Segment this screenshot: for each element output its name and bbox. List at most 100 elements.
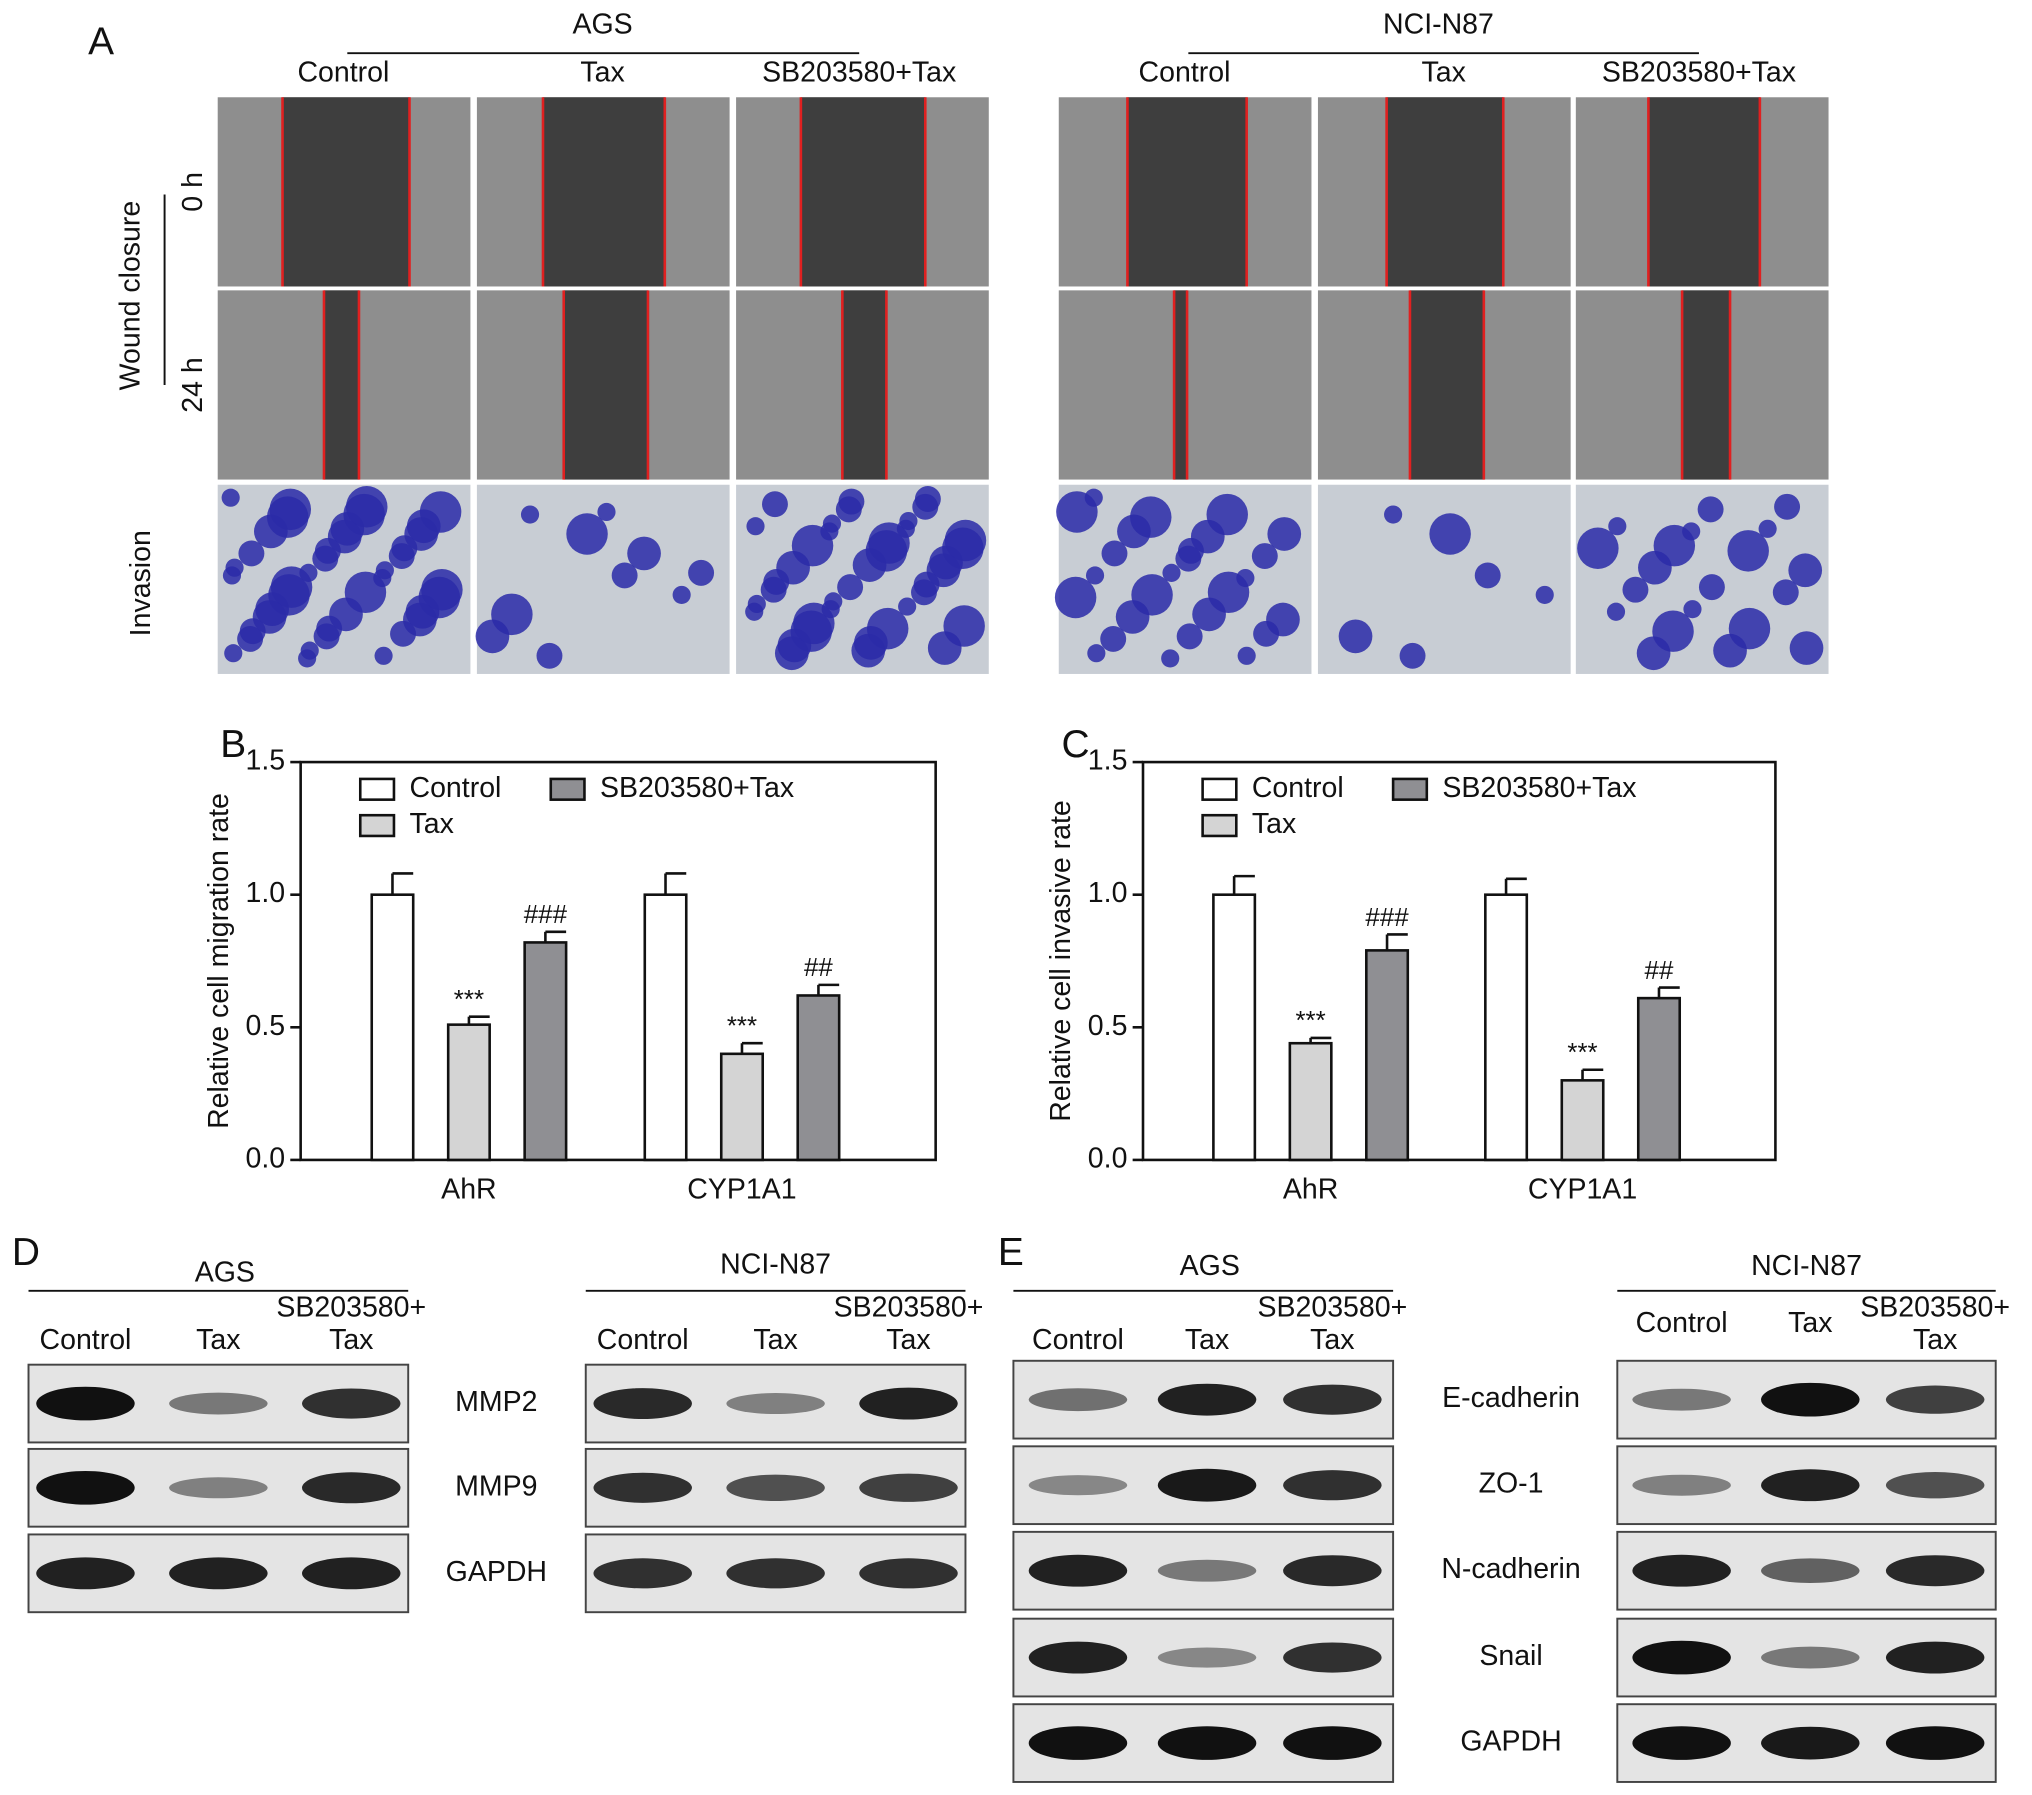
x-tick-label: AhR xyxy=(441,1174,496,1206)
blot-band xyxy=(169,1557,268,1590)
blot-band xyxy=(1283,1555,1382,1587)
stained-cell xyxy=(1054,576,1097,619)
stained-cell xyxy=(1161,649,1180,668)
stained-cell xyxy=(238,540,265,567)
lane-label: Tax xyxy=(1913,1324,1957,1356)
stained-cell xyxy=(763,568,790,595)
row-label: Invasion xyxy=(125,530,157,636)
stained-cell xyxy=(1056,491,1098,533)
bar xyxy=(643,893,688,1162)
panel-label: D xyxy=(12,1231,40,1274)
wound-gap xyxy=(282,97,410,287)
stained-cell xyxy=(536,642,563,669)
stained-cell xyxy=(1237,646,1256,665)
protein-label: GAPDH xyxy=(446,1556,547,1588)
protein-label: GAPDH xyxy=(1460,1726,1561,1758)
legend-label: SB203580+Tax xyxy=(1442,772,1636,804)
stained-cell xyxy=(899,511,918,531)
stained-cell xyxy=(1399,642,1426,669)
blot-band xyxy=(859,1473,958,1502)
blot-band xyxy=(859,1387,958,1420)
protein-label: MMP2 xyxy=(455,1386,537,1418)
y-axis-label: Relative cell invasive rate xyxy=(1045,800,1077,1122)
y-tick-label: 1.0 xyxy=(245,877,285,909)
stained-cell xyxy=(406,509,441,544)
group-title: NCI-N87 xyxy=(1383,9,1494,41)
stained-cell xyxy=(1176,623,1203,650)
significance: *** xyxy=(1567,1039,1597,1067)
stained-cell xyxy=(1697,496,1724,523)
y-tick-label: 1.5 xyxy=(245,745,285,777)
stained-cell xyxy=(1728,607,1771,650)
blot-band xyxy=(1028,1475,1128,1496)
significance: *** xyxy=(727,1013,757,1041)
stained-cell xyxy=(1162,563,1181,582)
blot-band xyxy=(1283,1642,1382,1673)
blot-band xyxy=(1761,1558,1860,1584)
y-tick-label: 1.0 xyxy=(1088,877,1128,909)
blot-band xyxy=(1157,1468,1257,1502)
blot-band xyxy=(593,1388,692,1420)
stained-cell xyxy=(1535,585,1554,604)
stained-cell xyxy=(314,537,341,564)
lane-label: Tax xyxy=(886,1324,930,1356)
blot-band xyxy=(726,1558,825,1589)
stained-cell xyxy=(914,486,941,512)
wound-gap xyxy=(800,97,926,287)
significance: ### xyxy=(524,901,568,929)
legend-label: Control xyxy=(1252,772,1344,804)
stained-cell xyxy=(1101,540,1128,567)
plot-frame xyxy=(1141,760,1777,1162)
protein-label: E-cadherin xyxy=(1442,1382,1580,1414)
stained-cell xyxy=(1683,600,1702,619)
stained-cell xyxy=(1788,553,1823,588)
stained-cell xyxy=(1207,571,1250,614)
bar xyxy=(1484,893,1529,1162)
blot-band xyxy=(302,1472,401,1504)
wound-gap xyxy=(323,290,359,480)
bar xyxy=(370,893,415,1162)
lane-label: SB203580+ xyxy=(276,1291,426,1323)
blot-band xyxy=(1028,1388,1128,1412)
lane-label: Tax xyxy=(753,1324,797,1356)
stained-cell xyxy=(822,514,842,533)
row-label: 0 h xyxy=(177,172,209,212)
stained-cell xyxy=(627,536,661,571)
column-label: Tax xyxy=(1421,56,1465,88)
stained-cell xyxy=(1622,576,1649,603)
bar xyxy=(446,1023,491,1162)
stained-cell xyxy=(390,620,416,647)
lane-label: Tax xyxy=(1788,1307,1832,1339)
stained-cell xyxy=(1774,493,1801,520)
stained-cell xyxy=(224,644,243,663)
significance: ## xyxy=(804,954,833,982)
blot-band xyxy=(1632,1726,1731,1760)
lane-label: Tax xyxy=(196,1324,240,1356)
stained-cell xyxy=(300,641,319,660)
stained-cell xyxy=(1338,619,1373,654)
wound-gap xyxy=(1386,97,1504,287)
stained-cell xyxy=(1474,562,1501,589)
blot-band xyxy=(1283,1384,1382,1415)
wound-gap xyxy=(1409,290,1484,480)
stained-cell xyxy=(1131,574,1173,616)
blot-band xyxy=(593,1472,692,1503)
group-title: AGS xyxy=(573,9,633,41)
blot-band xyxy=(859,1558,958,1589)
bar xyxy=(1288,1041,1333,1162)
stained-cell xyxy=(762,491,788,518)
lane-label: Control xyxy=(1032,1324,1124,1356)
legend-label: Tax xyxy=(1252,808,1296,840)
wound-gap xyxy=(1174,290,1188,480)
bar xyxy=(796,994,841,1162)
blot-band xyxy=(1885,1555,1985,1587)
stained-cell xyxy=(1789,631,1824,665)
wound-gap xyxy=(1682,290,1731,480)
stained-cell xyxy=(898,597,917,616)
stained-cell xyxy=(1085,566,1105,585)
lane-label: SB203580+ xyxy=(1257,1291,1407,1323)
stained-cell xyxy=(746,517,765,536)
stained-cell xyxy=(1772,579,1799,606)
significance: ### xyxy=(1365,904,1409,932)
stained-cell xyxy=(854,626,888,660)
